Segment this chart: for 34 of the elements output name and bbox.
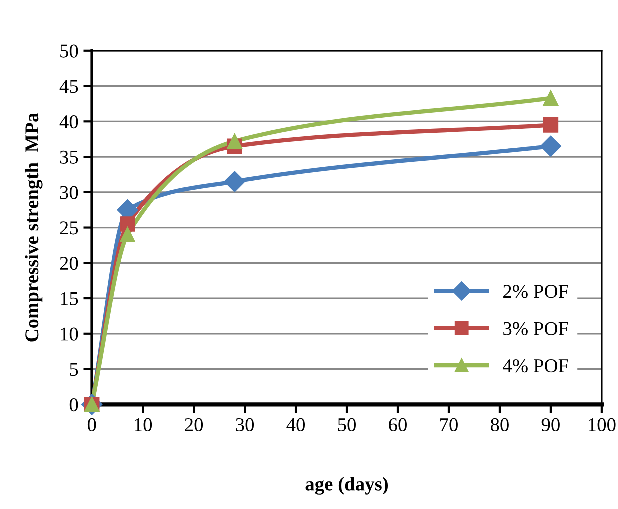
point — [543, 118, 559, 133]
y-tick-label: 35 — [60, 150, 78, 164]
point — [120, 216, 136, 232]
point — [120, 227, 136, 242]
point — [540, 136, 562, 157]
legend-label: 2% POF — [504, 285, 568, 298]
x-tick-label: 40 — [286, 418, 306, 432]
x-tick-label: 60 — [389, 418, 407, 432]
x-tick-label: 70 — [440, 418, 458, 432]
y-tick-label: 10 — [61, 328, 78, 341]
y-tick-label: 20 — [60, 256, 78, 270]
x-tick-label: 100 — [589, 418, 616, 432]
point — [543, 90, 559, 106]
point — [224, 171, 246, 192]
y-tick-label: 25 — [60, 222, 78, 235]
y-tick-label: 45 — [60, 80, 78, 94]
point — [227, 134, 242, 150]
x-tick-label: 10 — [135, 418, 152, 432]
y-tick-label: 50 — [60, 44, 78, 58]
x-tick-label: 0 — [88, 418, 96, 432]
y-tick-label: 30 — [60, 186, 78, 200]
legend-label: 4% POF — [503, 359, 568, 373]
x-tick-label: 30 — [236, 418, 254, 432]
y-tick-label: 40 — [60, 115, 78, 129]
y-tick-label: 0 — [70, 398, 78, 412]
x-tick-label: 90 — [542, 418, 560, 432]
x-tick-label: 80 — [490, 418, 509, 432]
legend-label: 3% POF — [504, 322, 568, 336]
x-tick-label: 20 — [185, 418, 204, 432]
y-tick-label: 15 — [61, 292, 78, 306]
y-tick-label: 5 — [70, 363, 78, 376]
x-tick-label: 50 — [338, 418, 356, 432]
y-axis-title: Compressive strength MPa — [24, 113, 43, 342]
x-axis-title: age (days) — [306, 477, 388, 495]
